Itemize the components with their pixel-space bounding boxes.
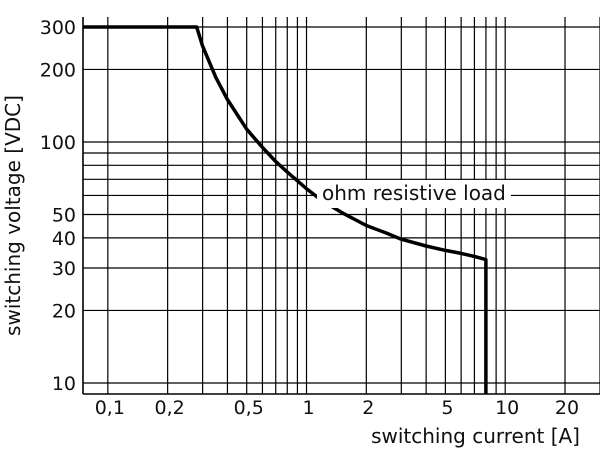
x-tick-label: 20 xyxy=(555,397,579,419)
x-tick-label: 5 xyxy=(441,397,453,419)
y-tick-label: 300 xyxy=(40,17,76,39)
y-tick-label: 200 xyxy=(40,59,76,81)
annotation-background xyxy=(317,180,511,208)
y-tick-label: 20 xyxy=(52,300,76,322)
x-tick-label: 10 xyxy=(495,397,519,419)
annotation-label: ohm resistive load xyxy=(322,181,506,205)
x-tick-label: 0,1 xyxy=(95,397,125,419)
x-tick-labels: 0,1 0,2 0,5 1 2 5 10 20 xyxy=(95,397,579,419)
x-axis-title: switching current [A] xyxy=(371,424,580,448)
series-layer xyxy=(83,25,488,394)
y-tick-label: 10 xyxy=(52,373,76,395)
y-tick-label: 50 xyxy=(52,205,76,227)
y-tick-label: 100 xyxy=(40,132,76,154)
series-line xyxy=(83,25,488,394)
y-tick-label: 30 xyxy=(52,258,76,280)
y-tick-label: 40 xyxy=(52,228,76,250)
plot-frame xyxy=(82,17,600,395)
x-tick-label: 0,5 xyxy=(234,397,264,419)
x-tick-label: 0,2 xyxy=(155,397,185,419)
annotation-layer: ohm resistive load xyxy=(317,180,511,208)
y-axis-title: switching voltage [VDC] xyxy=(1,95,25,336)
x-tick-label: 2 xyxy=(362,397,374,419)
x-tick-label: 1 xyxy=(302,397,314,419)
